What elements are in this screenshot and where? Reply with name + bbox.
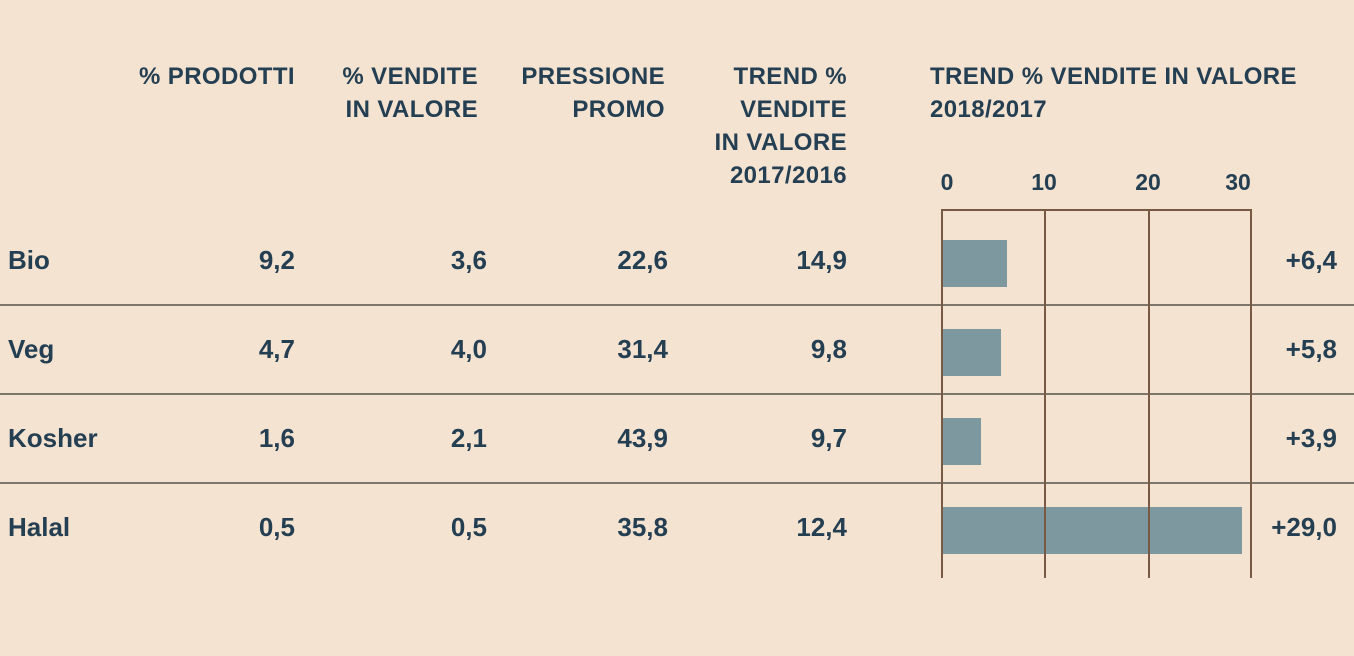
cell-bio-trend1716: 14,9: [796, 245, 847, 275]
chart-gridline-0: [941, 209, 943, 578]
cell-halal-pressione: 35,8: [617, 512, 668, 542]
column-header-prodotti: % PRODOTTI: [138, 63, 295, 90]
cell-kosher-pressione: 43,9: [617, 423, 668, 453]
chart-grid-top-border: [941, 209, 1252, 211]
cell-bio-prodotti: 9,2: [258, 245, 295, 275]
row-separator: [0, 482, 1354, 484]
cell-kosher-vendite: 2,1: [450, 423, 487, 453]
cell-kosher-prodotti: 1,6: [258, 423, 295, 453]
axis-tick-10: 10: [1031, 169, 1057, 195]
chart-gridline-10: [1044, 209, 1046, 578]
row-separator: [0, 393, 1354, 395]
row-separator: [0, 304, 1354, 306]
chart-gridline-20: [1148, 209, 1150, 578]
chart-title: TREND % VENDITE IN VALORE 2018/2017: [930, 63, 1297, 123]
bar-bio: [941, 240, 1008, 287]
row-label-kosher: Kosher: [8, 423, 98, 453]
bar-value-halal: +29,0: [1271, 512, 1337, 542]
axis-tick-20: 20: [1135, 169, 1161, 195]
bar-value-kosher: +3,9: [1285, 423, 1337, 453]
bar-value-veg: +5,8: [1285, 334, 1337, 364]
cell-halal-prodotti: 0,5: [258, 512, 295, 542]
column-header-vendite-valore: % VENDITE IN VALORE: [342, 63, 478, 123]
chart-gridline-30: [1250, 209, 1252, 578]
cell-bio-vendite: 3,6: [450, 245, 487, 275]
row-label-halal: Halal: [8, 512, 71, 542]
cell-veg-pressione: 31,4: [617, 334, 668, 364]
cell-bio-pressione: 22,6: [617, 245, 668, 275]
bar-veg: [941, 329, 1002, 376]
bar-kosher: [941, 418, 982, 465]
row-label-veg: Veg: [8, 334, 55, 364]
bar-value-bio: +6,4: [1285, 245, 1337, 275]
axis-tick-30: 30: [1225, 169, 1251, 195]
cell-halal-trend1716: 12,4: [796, 512, 847, 542]
column-header-trend-2017-2016: TREND % VENDITE IN VALORE 2017/2016: [714, 63, 847, 189]
cell-veg-trend1716: 9,8: [810, 334, 847, 364]
bar-halal: [941, 507, 1242, 554]
column-header-pressione-promo: PRESSIONE PROMO: [521, 63, 665, 123]
cell-veg-vendite: 4,0: [450, 334, 487, 364]
cell-veg-prodotti: 4,7: [258, 334, 295, 364]
axis-tick-0: 0: [940, 169, 954, 195]
cell-halal-vendite: 0,5: [450, 512, 487, 542]
cell-kosher-trend1716: 9,7: [810, 423, 847, 453]
row-label-bio: Bio: [8, 245, 50, 275]
